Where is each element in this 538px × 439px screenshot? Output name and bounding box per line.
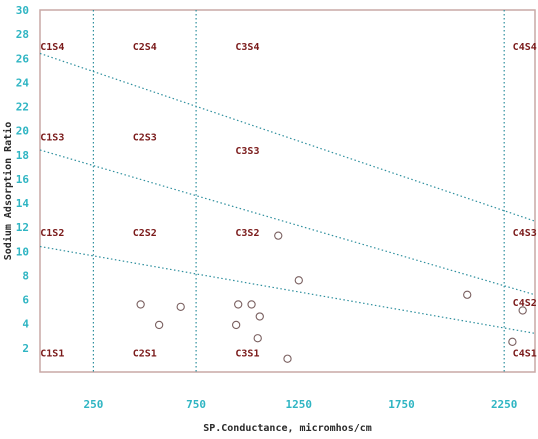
zone-label: C2S3 bbox=[133, 133, 157, 144]
sodium-line bbox=[39, 245, 536, 334]
zone-label: C3S2 bbox=[235, 228, 259, 239]
data-point bbox=[154, 320, 164, 330]
zone-labels: C1S4 C2S4 C3S4 C4S4 C1S3 C2S3 C3S3 C1S2 C2S2 C3S2… bbox=[40, 42, 537, 359]
zone-label: C3S3 bbox=[235, 146, 259, 157]
x-tick-labels: 250 750 1250 1750 2250 bbox=[83, 398, 517, 411]
sodium-hazard-lines bbox=[39, 52, 536, 334]
data-point bbox=[463, 290, 472, 299]
y-tick-label: 24 bbox=[16, 76, 30, 89]
data-point bbox=[255, 312, 264, 321]
zone-label: C3S1 bbox=[235, 349, 259, 360]
y-tick-label: 16 bbox=[16, 173, 30, 186]
zone-label: C1S3 bbox=[40, 133, 64, 144]
zone-label: C2S1 bbox=[133, 349, 157, 360]
sodium-line bbox=[39, 52, 536, 222]
zone-label: C1S2 bbox=[40, 228, 64, 239]
y-tick-label: 2 bbox=[22, 342, 29, 355]
y-tick-label: 26 bbox=[16, 52, 30, 65]
zone-label: C4S4 bbox=[513, 42, 537, 53]
x-tick-label: 1250 bbox=[286, 398, 313, 411]
x-tick-label: 250 bbox=[83, 398, 103, 411]
y-tick-label: 8 bbox=[22, 269, 29, 282]
zone-label: C3S4 bbox=[235, 42, 259, 53]
y-tick-label: 10 bbox=[16, 245, 29, 258]
sodium-line bbox=[39, 149, 536, 296]
y-tick-label: 28 bbox=[16, 28, 29, 41]
y-axis-label: Sodium Adsorption Ratio bbox=[2, 122, 14, 260]
zone-label: C4S3 bbox=[513, 228, 537, 239]
zone-label: C2S2 bbox=[133, 228, 157, 239]
y-tick-label: 4 bbox=[22, 318, 29, 331]
x-axis-label: SP.Conductance, micromhos/cm bbox=[203, 422, 372, 434]
data-point bbox=[283, 354, 292, 363]
zone-label: C4S2 bbox=[513, 298, 537, 309]
y-tick-label: 6 bbox=[22, 294, 29, 307]
y-tick-label: 22 bbox=[16, 101, 29, 114]
data-point bbox=[247, 300, 256, 309]
y-tick-label: 12 bbox=[16, 221, 29, 234]
data-point bbox=[136, 300, 145, 309]
zone-label: C2S4 bbox=[133, 42, 157, 53]
zone-label: C1S1 bbox=[40, 349, 64, 360]
data-point bbox=[232, 320, 241, 330]
zone-label: C4S1 bbox=[513, 349, 537, 360]
data-point bbox=[294, 276, 303, 285]
data-point bbox=[274, 231, 283, 240]
plot-frame bbox=[39, 9, 536, 373]
x-tick-label: 2250 bbox=[491, 398, 518, 411]
data-point bbox=[253, 334, 262, 343]
data-point bbox=[234, 300, 243, 309]
conductance-dividers bbox=[92, 10, 505, 372]
x-tick-label: 1750 bbox=[388, 398, 415, 411]
x-tick-label: 750 bbox=[186, 398, 206, 411]
data-point bbox=[508, 337, 517, 346]
data-point bbox=[518, 306, 527, 315]
zone-label: C1S4 bbox=[40, 42, 64, 53]
y-tick-label: 30 bbox=[16, 4, 29, 17]
sample-points bbox=[136, 231, 527, 363]
y-tick-label: 14 bbox=[16, 197, 30, 210]
y-tick-label: 20 bbox=[16, 125, 29, 138]
data-point bbox=[176, 302, 185, 311]
y-tick-label: 18 bbox=[16, 149, 29, 162]
